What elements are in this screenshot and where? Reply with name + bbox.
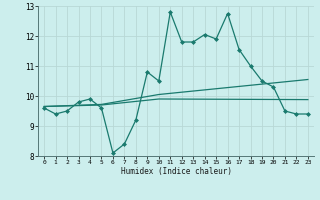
X-axis label: Humidex (Indice chaleur): Humidex (Indice chaleur) xyxy=(121,167,231,176)
